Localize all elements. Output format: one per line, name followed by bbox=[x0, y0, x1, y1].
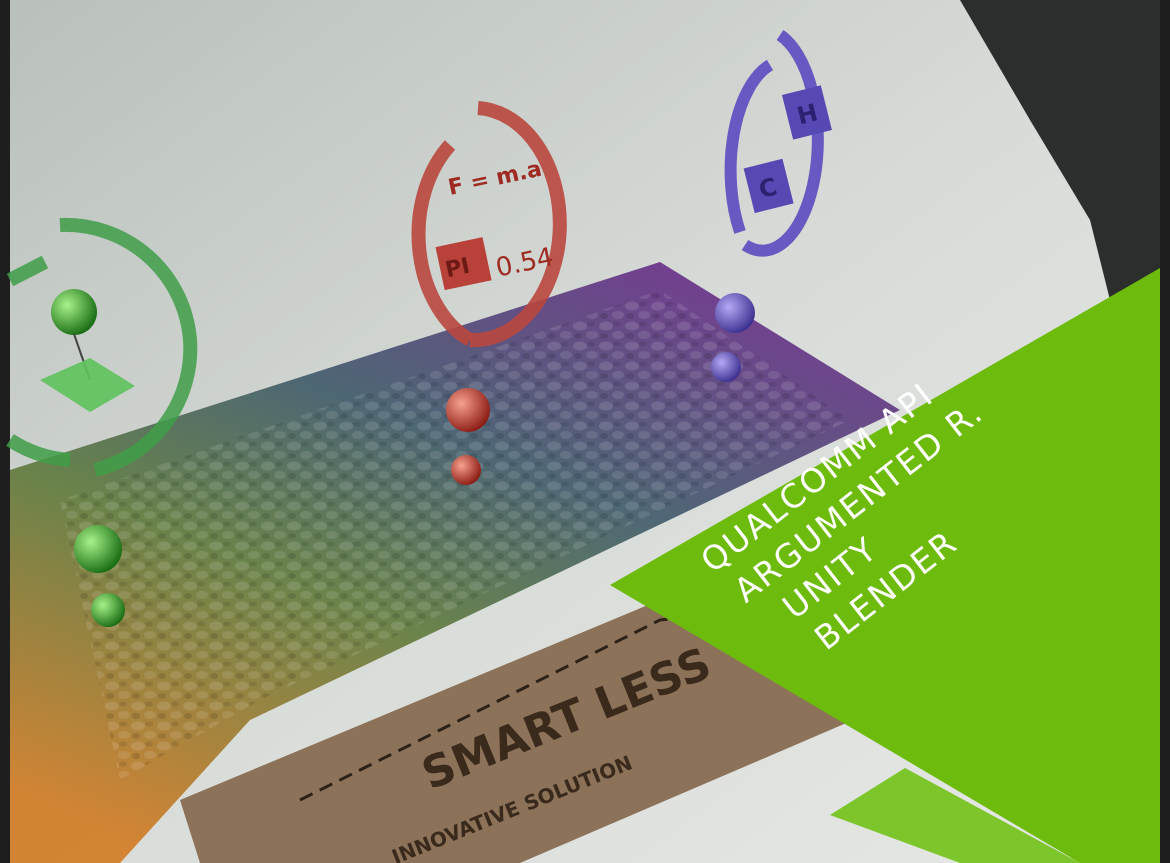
red-button-small bbox=[451, 455, 481, 485]
blue-badge-tile-2 bbox=[743, 158, 794, 214]
blue-button-small bbox=[711, 352, 741, 382]
blue-badge-tile-1 bbox=[782, 85, 832, 140]
green-button-small bbox=[91, 593, 125, 627]
blue-badge-symbol-2: C bbox=[756, 172, 780, 203]
red-badge-symbol: PI bbox=[443, 254, 472, 284]
left-frame-edge bbox=[0, 0, 10, 863]
green-molecule-ball bbox=[51, 289, 97, 335]
pebble-texture bbox=[60, 290, 850, 780]
red-badge-symbol-tile bbox=[435, 237, 492, 291]
green-button-large bbox=[74, 525, 122, 573]
dark-background-corner bbox=[960, 0, 1170, 300]
blue-button-large bbox=[715, 293, 755, 333]
blue-hologram: H C bbox=[711, 30, 832, 382]
green-banner bbox=[610, 268, 1160, 863]
green-leaf-model bbox=[40, 358, 135, 412]
green-banner-accent bbox=[830, 768, 1080, 863]
right-frame-edge bbox=[1160, 0, 1170, 863]
red-button-large bbox=[446, 388, 490, 432]
green-hologram bbox=[6, 217, 198, 627]
